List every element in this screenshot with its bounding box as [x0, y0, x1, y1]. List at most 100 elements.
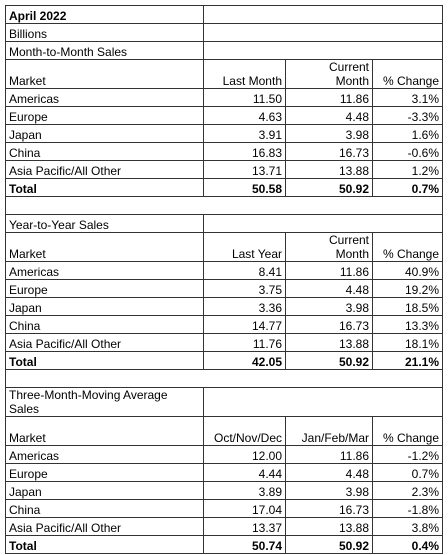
total-value: 50.58 [203, 178, 286, 197]
value-cell: 3.75 [203, 279, 286, 298]
column-header: % Change [371, 59, 444, 89]
value-cell: 1.2% [371, 160, 444, 179]
value-cell: 11.76 [203, 333, 286, 352]
value-cell: 12.00 [203, 445, 286, 464]
column-header: % Change [371, 416, 444, 446]
value-cell: 3.98 [285, 481, 373, 500]
market-cell: Americas [5, 445, 204, 464]
market-cell: Japan [5, 297, 204, 316]
table-row: Market Last Month Current Month% Change [5, 59, 444, 89]
table-row: China 14.77 16.73 13.3% [5, 315, 444, 334]
sales-table: April 2022 Billions Month-to-Month Sales Ma… [4, 5, 444, 554]
market-cell: China [5, 142, 204, 161]
market-cell: China [5, 315, 204, 334]
market-cell: Asia Pacific/All Other [5, 333, 204, 352]
value-cell: 4.48 [285, 106, 373, 125]
table-row: Asia Pacific/All Other 13.71 13.88 1.2% [5, 160, 444, 179]
report-title: April 2022 [5, 5, 204, 24]
market-cell: Japan [5, 124, 204, 143]
empty-cell [202, 5, 444, 24]
table-row: Year-to-Year Sales [5, 214, 444, 233]
table-row: Billions [5, 23, 444, 42]
empty-cell [202, 23, 444, 42]
table-row: April 2022 [5, 5, 444, 24]
table-row: Month-to-Month Sales [5, 41, 444, 60]
table-row: Asia Pacific/All Other 13.37 13.88 3.8% [5, 517, 444, 536]
value-cell: 11.50 [203, 88, 286, 107]
column-header-text: Current Month [328, 60, 369, 88]
column-header: Current Month [285, 232, 373, 262]
empty-cell [202, 387, 444, 417]
table-row: Asia Pacific/All Other 11.76 13.88 18.1% [5, 333, 444, 352]
total-label: Total [5, 351, 204, 370]
market-cell: Americas [5, 88, 204, 107]
value-cell: 4.48 [285, 279, 373, 298]
column-header: Market [5, 59, 204, 89]
section-title: Three-Month-Moving Average Sales [5, 387, 204, 417]
table-row: Europe 3.75 4.48 19.2% [5, 279, 444, 298]
value-cell: 19.2% [371, 279, 444, 298]
value-cell: 13.88 [285, 160, 373, 179]
empty-cell [4, 369, 444, 388]
section-title: Year-to-Year Sales [5, 214, 204, 233]
value-cell: 4.48 [285, 463, 373, 482]
table-row: Americas 12.00 11.86 -1.2% [5, 445, 444, 464]
value-cell: 3.89 [203, 481, 286, 500]
market-cell: Asia Pacific/All Other [5, 160, 204, 179]
value-cell: 18.1% [371, 333, 444, 352]
total-label: Total [5, 535, 204, 554]
value-cell: 4.44 [203, 463, 286, 482]
value-cell: 17.04 [203, 499, 286, 518]
table-row: Total 50.58 50.92 0.7% [5, 178, 444, 197]
table-row: China 17.04 16.73 -1.8% [5, 499, 444, 518]
table-row: Market Last Year Current Month% Change [5, 232, 444, 262]
table-row: Market Oct/Nov/Dec Jan/Feb/Mar% Change [5, 416, 444, 446]
value-cell: 3.36 [203, 297, 286, 316]
table-row [4, 369, 444, 388]
value-cell: 2.3% [371, 481, 444, 500]
total-value: 42.05 [203, 351, 286, 370]
value-cell: 3.8% [371, 517, 444, 536]
value-cell: 11.86 [285, 445, 373, 464]
table-row: Europe 4.44 4.48 0.7% [5, 463, 444, 482]
column-header: Last Year [203, 232, 286, 262]
table-row: Total 42.05 50.92 21.1% [5, 351, 444, 370]
value-cell: -3.3% [371, 106, 444, 125]
total-value: 0.7% [371, 178, 444, 197]
value-cell: 11.86 [285, 261, 373, 280]
value-cell: 18.5% [371, 297, 444, 316]
table-row: Europe 4.63 4.48 -3.3% [5, 106, 444, 125]
column-header: Oct/Nov/Dec [203, 416, 286, 446]
column-header-text: Jan/Feb/Mar [301, 431, 369, 445]
market-cell: Asia Pacific/All Other [5, 517, 204, 536]
value-cell: -1.8% [371, 499, 444, 518]
total-label: Total [5, 178, 204, 197]
value-cell: 13.37 [203, 517, 286, 536]
value-cell: 40.9% [371, 261, 444, 280]
table-row: Americas 8.41 11.86 40.9% [5, 261, 444, 280]
column-header: Current Month [285, 59, 373, 89]
value-cell: 16.73 [285, 499, 373, 518]
column-header: Market [5, 232, 204, 262]
value-cell: -0.6% [371, 142, 444, 161]
value-cell: -1.2% [371, 445, 444, 464]
value-cell: 3.91 [203, 124, 286, 143]
total-value: 50.92 [285, 178, 373, 197]
table-row: Japan 3.36 3.98 18.5% [5, 297, 444, 316]
table-row: Three-Month-Moving Average Sales [5, 387, 444, 417]
table-row: Japan 3.91 3.98 1.6% [5, 124, 444, 143]
column-header: Last Month [203, 59, 286, 89]
value-cell: 0.7% [371, 463, 444, 482]
table-row: Americas 11.50 11.86 3.1% [5, 88, 444, 107]
table-row: Japan 3.89 3.98 2.3% [5, 481, 444, 500]
market-cell: Europe [5, 279, 204, 298]
total-value: 21.1% [371, 351, 444, 370]
column-header: Jan/Feb/Mar [285, 416, 373, 446]
value-cell: 4.63 [203, 106, 286, 125]
value-cell: 16.73 [285, 142, 373, 161]
section-title: Month-to-Month Sales [5, 41, 204, 60]
value-cell: 13.88 [285, 517, 373, 536]
empty-cell [4, 196, 444, 215]
table-row: Total 50.74 50.92 0.4% [5, 535, 444, 554]
